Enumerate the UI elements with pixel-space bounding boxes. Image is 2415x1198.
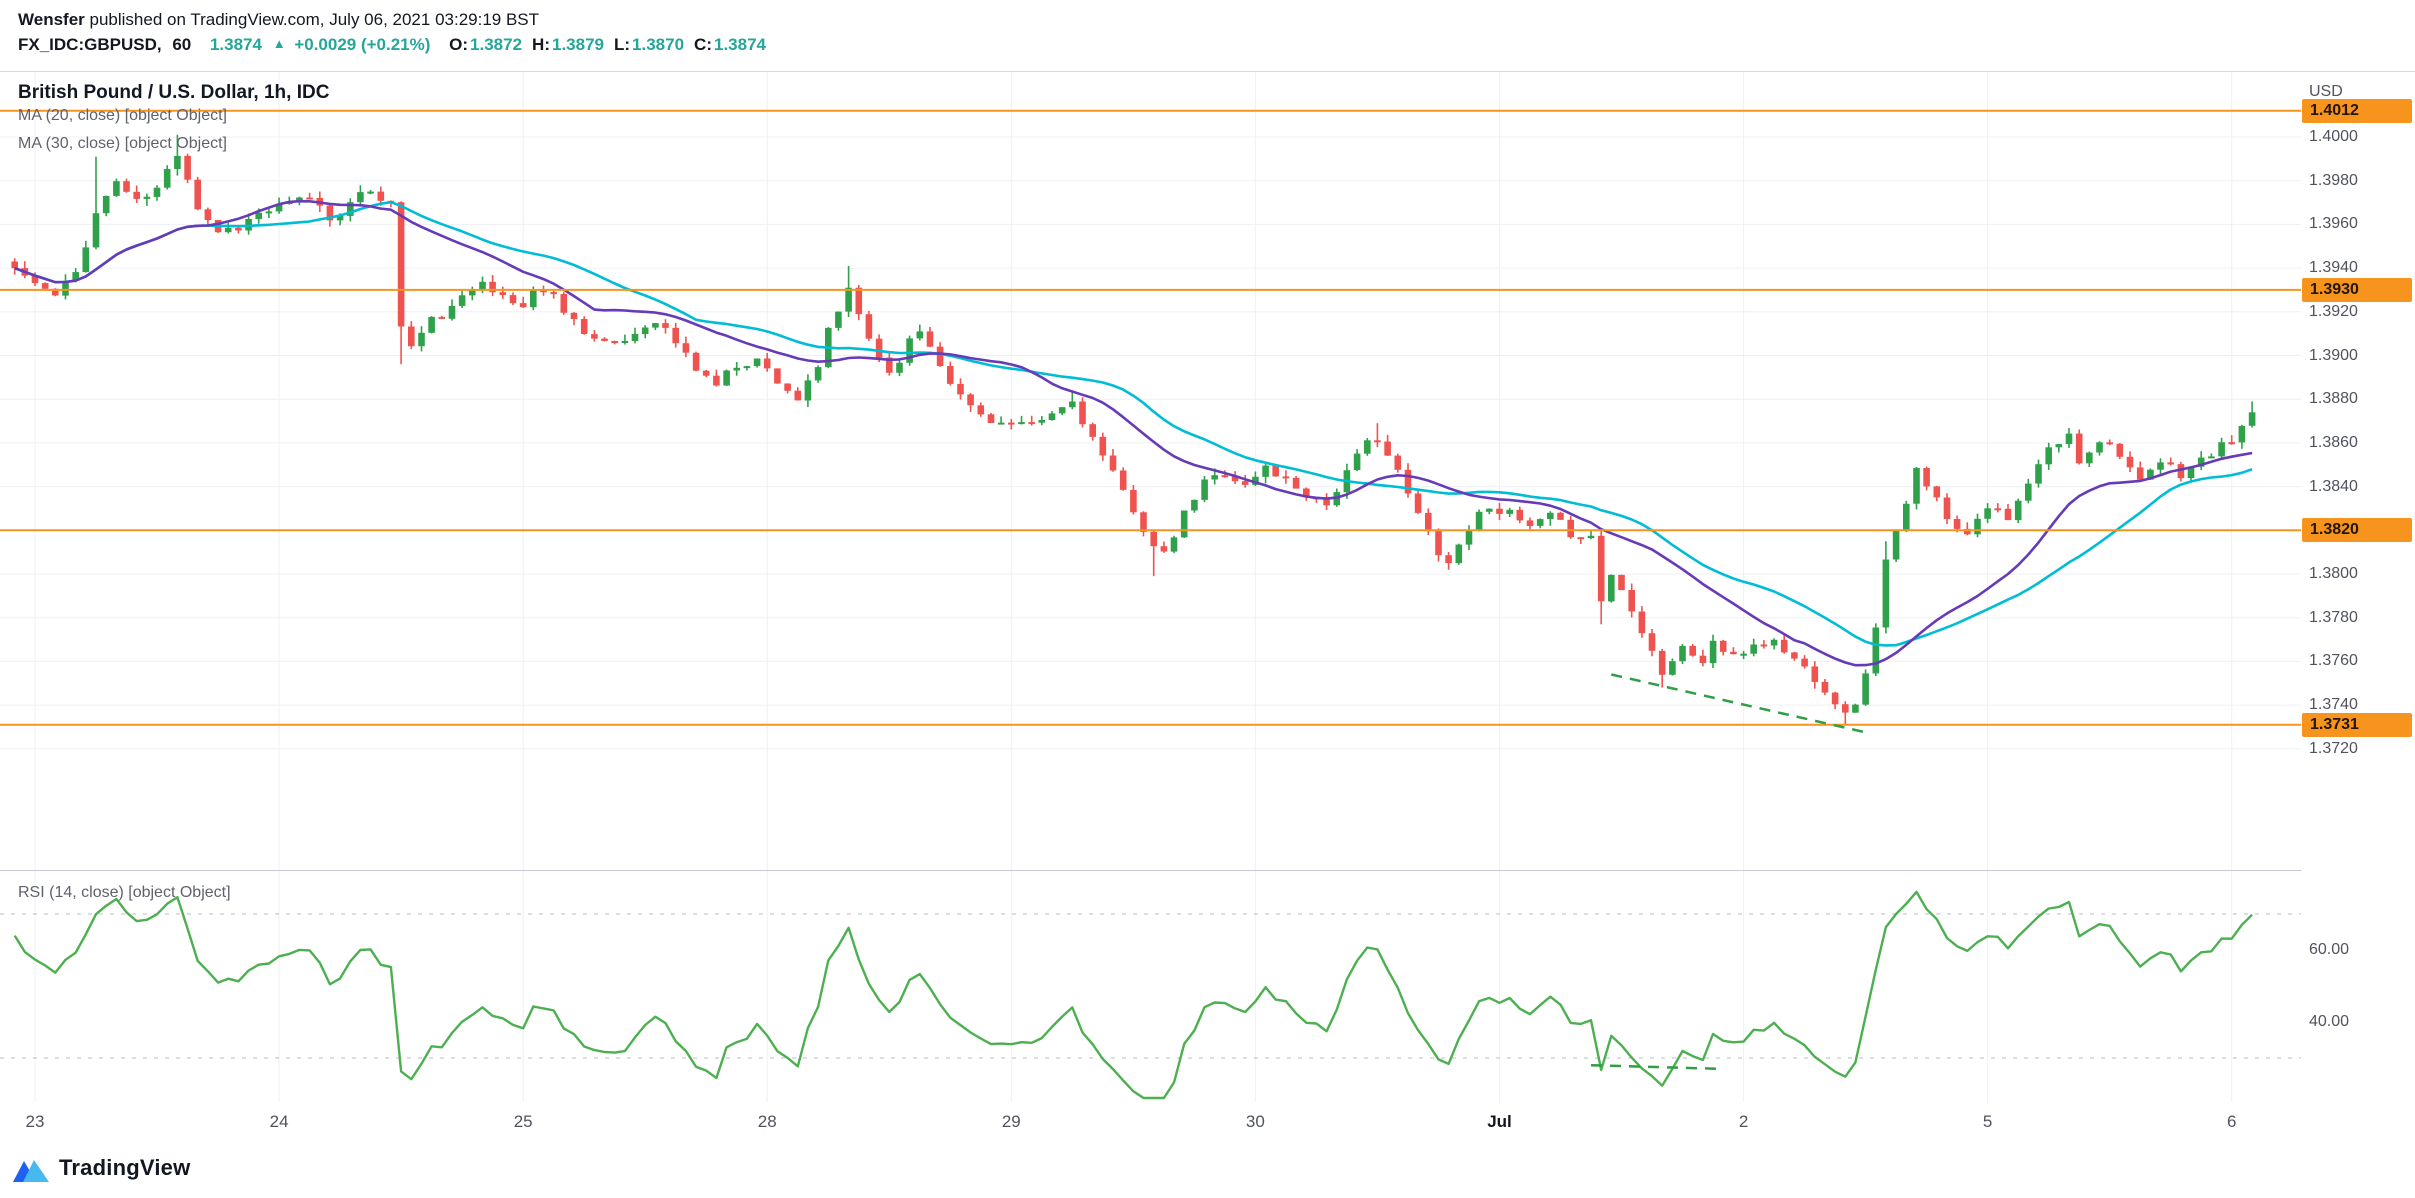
price-chart[interactable] — [0, 72, 2301, 1102]
ohlc-value: 1.3874 — [714, 35, 766, 54]
time-axis-label: 25 — [513, 1112, 533, 1131]
time-axis-label: 28 — [757, 1112, 777, 1131]
ohlc-readout: O: 1.3872 H: 1.3879 L: 1.3870 C: 1.3874 — [439, 35, 766, 54]
price-axis-label: 1.3900 — [2309, 346, 2358, 364]
tradingview-logo-icon — [13, 1160, 49, 1182]
ma20-legend[interactable]: MA (20, close) [object Object] — [18, 107, 227, 124]
byline: Wensfer published on TradingView.com, Ju… — [18, 10, 539, 30]
time-axis-label: 6 — [2226, 1112, 2237, 1131]
time-axis-label: 5 — [1982, 1112, 1993, 1131]
price-axis-label: 1.3960 — [2309, 215, 2358, 233]
price-level-badge: 1.3820 — [2302, 518, 2412, 543]
price-change: +0.0029 (+0.21%) — [294, 35, 431, 54]
price-level-badge: 1.3930 — [2302, 277, 2412, 302]
symbol-ohlc-line: FX_IDC:GBPUSD, 60 1.3874 ▲ +0.0029 (+0.2… — [18, 35, 766, 55]
tradingview-logo[interactable]: TradingView — [12, 1152, 190, 1184]
price-axis[interactable]: USD 1.4000 1.3980 1.3960 1.3940 1.3920 1.3900… — [2301, 72, 2415, 1102]
ohlc-label: H: — [532, 35, 550, 54]
price-axis-label: 1.3940 — [2309, 259, 2358, 277]
time-axis[interactable]: 23 24 25 28 29 30 Jul 2 5 6 — [0, 1102, 2415, 1146]
axis-currency-label: USD — [2309, 83, 2343, 100]
price-axis-label: 1.3800 — [2309, 565, 2358, 582]
pane-separator[interactable] — [0, 870, 2415, 871]
tradingview-logo-text: TradingView — [59, 1155, 191, 1180]
price-axis-label: 1.3880 — [2309, 390, 2358, 408]
up-arrow-icon: ▲ — [272, 36, 286, 51]
interval: 60 — [172, 35, 192, 54]
byline-text: published on TradingView.com, July 06, 2… — [84, 10, 540, 29]
ohlc-label: L: — [614, 35, 631, 54]
rsi-legend[interactable]: RSI (14, close) [object Object] — [18, 884, 231, 901]
price-axis-label: 1.3740 — [2309, 696, 2358, 714]
price-axis-label: 1.3780 — [2309, 608, 2358, 626]
time-axis-label: 24 — [269, 1112, 289, 1131]
ohlc-value: 1.3870 — [632, 35, 685, 54]
price-axis-label: 1.3980 — [2309, 171, 2358, 189]
ma30-legend[interactable]: MA (30, close) [object Object] — [18, 135, 227, 152]
time-axis-label: 29 — [1001, 1112, 1021, 1131]
author-name: Wensfer — [18, 10, 85, 29]
ohlc-value: 1.3872 — [470, 35, 523, 54]
last-price: 1.3874 — [209, 35, 262, 54]
time-axis-label: Jul — [1487, 1112, 1512, 1131]
symbol-name: FX_IDC:GBPUSD, — [18, 35, 162, 54]
time-axis-label: 30 — [1245, 1112, 1265, 1131]
price-axis-label: 1.3720 — [2309, 739, 2358, 757]
price-axis-label: 1.4000 — [2309, 128, 2358, 145]
price-axis-label: 1.3860 — [2309, 433, 2358, 451]
main-pane-legend-symbol[interactable]: British Pound / U.S. Dollar, 1h, IDC — [18, 82, 330, 103]
price-axis-label: 1.3920 — [2309, 302, 2358, 320]
price-axis-label: 1.3760 — [2309, 652, 2358, 670]
time-axis-label: 23 — [25, 1112, 45, 1131]
time-axis-label: 2 — [1738, 1112, 1749, 1131]
ohlc-value: 1.3879 — [552, 35, 604, 54]
chart-top-border — [0, 71, 2415, 72]
price-axis-label: 1.3840 — [2309, 477, 2358, 495]
ohlc-label: C: — [694, 35, 712, 54]
ohlc-label: O: — [449, 35, 469, 54]
price-level-badge: 1.3731 — [2302, 712, 2412, 737]
price-level-badge: 1.4012 — [2302, 98, 2412, 123]
rsi-axis-label: 60.00 — [2309, 941, 2350, 958]
rsi-axis-label: 40.00 — [2309, 1013, 2350, 1030]
